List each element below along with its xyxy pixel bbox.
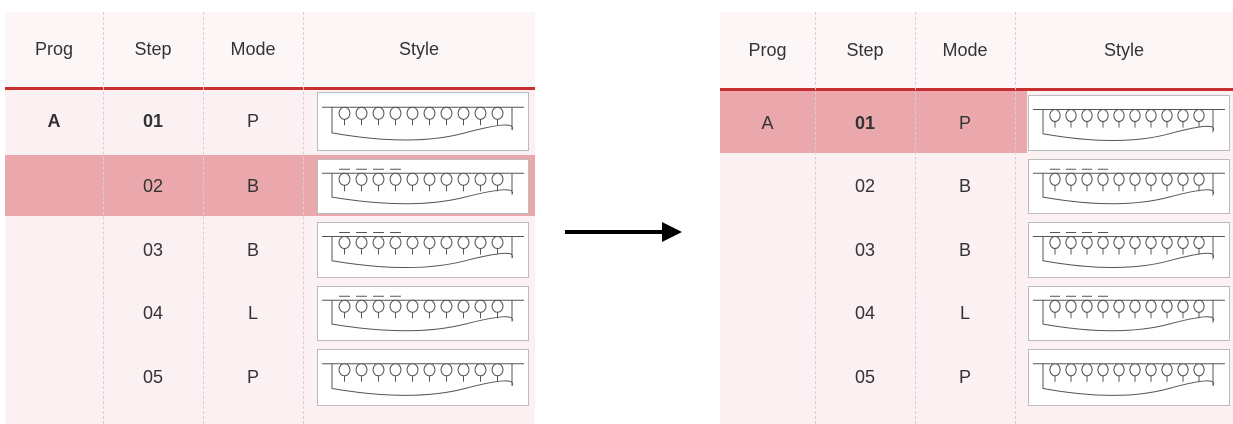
column-header: Mode	[942, 39, 988, 60]
column-header: Style	[1103, 39, 1145, 60]
mode-cell: P	[958, 112, 971, 133]
stitch-pattern	[322, 168, 524, 205]
stitch-pattern	[1033, 363, 1225, 396]
style-preview	[317, 92, 529, 151]
step-cell: 02	[142, 176, 164, 196]
prog-cell: A	[761, 112, 774, 133]
step-cell: 01	[142, 111, 164, 131]
mode-cell: P	[958, 367, 971, 387]
column-header: Step	[846, 39, 884, 60]
table: Prog Step Mode Style A 01 P 02 B 03 B 04 L 05 P	[720, 12, 1233, 424]
column-header: Mode	[230, 39, 276, 59]
column-header: Style	[398, 39, 440, 59]
selected-row	[720, 91, 1027, 153]
style-preview	[1028, 349, 1230, 406]
column-header: Prog	[34, 39, 74, 59]
step-cell: 03	[142, 239, 164, 260]
stitch-pattern	[1033, 295, 1225, 332]
step-cell: 03	[854, 239, 876, 260]
step-cell: 01	[854, 112, 876, 133]
stitch-pattern	[322, 363, 524, 396]
table: Prog Step Mode Style A 01 P 02 B 03 B 04 L 05 P	[5, 12, 535, 424]
step-cell: 05	[142, 367, 164, 387]
column-separator	[1015, 12, 1016, 424]
stitch-pattern	[1033, 232, 1225, 269]
stitch-pattern	[322, 295, 524, 332]
mode-cell: B	[958, 176, 971, 196]
mode-cell: P	[246, 111, 259, 131]
stitch-pattern	[322, 106, 524, 141]
style-preview	[1028, 222, 1230, 278]
style-preview	[317, 286, 529, 341]
column-separator	[203, 12, 204, 424]
style-preview	[317, 349, 529, 406]
step-cell: 02	[854, 176, 876, 196]
column-separator	[103, 12, 104, 424]
stitch-pattern	[322, 232, 524, 269]
style-preview	[317, 222, 529, 278]
mode-cell: L	[959, 303, 970, 323]
stitch-pattern	[1033, 168, 1225, 205]
style-preview	[1028, 159, 1230, 214]
mode-cell: B	[958, 239, 971, 260]
column-separator	[303, 12, 304, 424]
step-cell: 05	[854, 367, 876, 387]
stitch-pattern	[1033, 109, 1225, 142]
column-separator	[915, 12, 916, 424]
column-separator	[815, 12, 816, 424]
column-header: Prog	[748, 39, 787, 60]
style-preview	[317, 159, 529, 214]
step-cell: 04	[854, 303, 876, 323]
style-preview	[1028, 286, 1230, 341]
prog-cell: A	[47, 111, 61, 131]
column-header: Step	[134, 39, 172, 59]
arrow-head	[662, 222, 682, 242]
mode-cell: L	[247, 303, 258, 323]
header-row	[720, 12, 1233, 91]
mode-cell: B	[246, 239, 259, 260]
mode-cell: P	[246, 367, 259, 387]
header-row	[5, 12, 535, 90]
step-cell: 04	[142, 303, 164, 323]
style-preview	[1028, 95, 1230, 151]
mode-cell: B	[246, 176, 259, 196]
